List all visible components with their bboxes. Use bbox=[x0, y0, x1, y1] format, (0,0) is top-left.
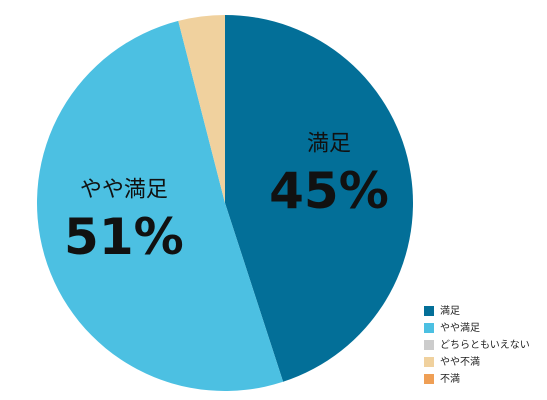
pie-slice bbox=[225, 15, 413, 382]
pie-slice bbox=[36, 20, 284, 392]
legend-swatch bbox=[424, 357, 434, 367]
legend-swatch bbox=[424, 374, 434, 384]
legend-label: 満足 bbox=[440, 305, 460, 317]
slice-label: 満足 bbox=[307, 132, 351, 157]
slice-label: やや満足 bbox=[80, 177, 168, 202]
slice-value-label: 45% bbox=[269, 162, 389, 220]
legend-label: やや満足 bbox=[440, 322, 480, 334]
slice-value-label: 51% bbox=[64, 208, 184, 266]
pie-slice bbox=[178, 15, 225, 203]
legend-label: 不満 bbox=[440, 373, 460, 385]
legend-swatch bbox=[424, 340, 434, 350]
legend-label: やや不満 bbox=[440, 356, 480, 368]
legend-label: どちらともいえない bbox=[440, 339, 530, 351]
legend-swatch bbox=[424, 323, 434, 333]
legend-swatch bbox=[424, 306, 434, 316]
